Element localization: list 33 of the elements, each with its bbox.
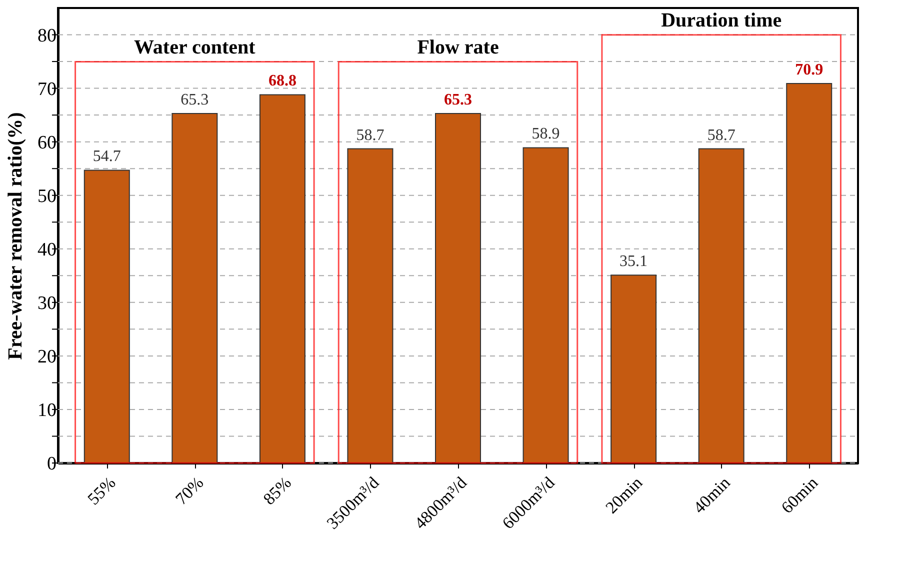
y-tick-label: 70	[38, 78, 56, 100]
annotation: Flow rate	[417, 36, 499, 59]
data-label: 65.3	[444, 91, 472, 108]
data-label: 35.1	[620, 253, 648, 270]
x-tick-label: 70%	[172, 473, 208, 509]
bar	[84, 170, 130, 464]
bar	[172, 112, 218, 464]
bar	[610, 274, 657, 464]
data-label: 65.3	[180, 91, 209, 108]
y-tick-label: 30	[38, 292, 56, 314]
annotation: Duration time	[661, 10, 782, 32]
y-tick-label: 60	[38, 132, 56, 154]
bar	[259, 94, 306, 464]
bar	[522, 147, 569, 464]
data-label: 58.7	[707, 126, 736, 144]
data-label: 58.7	[356, 126, 384, 144]
data-label: 54.7	[92, 148, 121, 166]
y-tick-label: 20	[38, 346, 56, 368]
y-tick-label: 10	[38, 400, 56, 421]
annotation: Water content	[134, 36, 256, 59]
data-label: 58.9	[532, 126, 560, 143]
y-tick-label: 40	[38, 239, 56, 260]
bar	[435, 112, 481, 464]
bar	[347, 148, 394, 464]
bar	[698, 148, 744, 464]
x-tick-label: 55%	[84, 473, 120, 509]
bar	[786, 82, 832, 464]
y-tick-label: 50	[38, 186, 56, 207]
data-label: 68.8	[268, 72, 296, 90]
data-label: 70.9	[795, 61, 824, 78]
x-tick-label: 85%	[259, 473, 295, 509]
y-axis-title: Free-water removal ratio(%)	[4, 112, 26, 360]
y-tick-label: 80	[38, 25, 56, 46]
